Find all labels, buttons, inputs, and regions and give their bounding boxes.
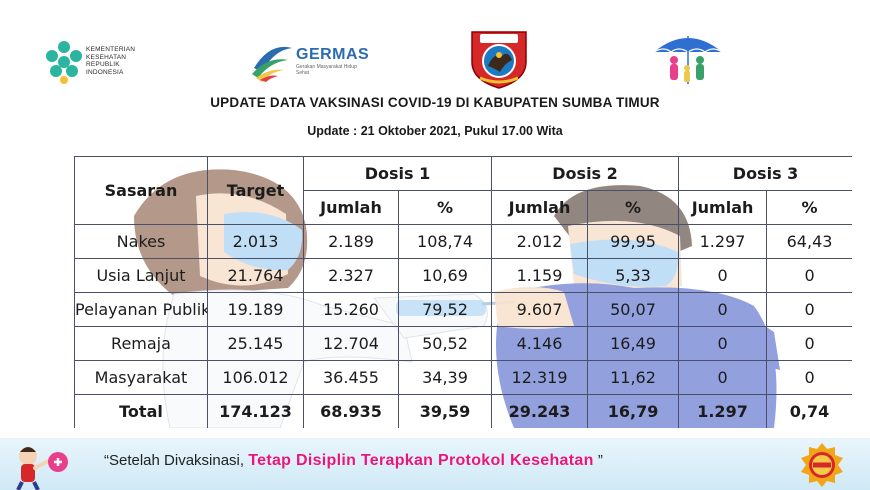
- cell-d3-jumlah: 0: [678, 326, 768, 361]
- cell-d3-persen: 0: [766, 292, 852, 327]
- pemda-logo: [466, 28, 532, 90]
- header-dosis-1: Dosis 1: [302, 156, 493, 191]
- kemenkes-logo-icon: [46, 41, 82, 84]
- quote-highlight: Tetap Disiplin Terapkan Protokol Kesehat…: [248, 452, 594, 469]
- cell-d2-jumlah: 4.146: [491, 326, 589, 361]
- cell-d1-persen: 108,74: [397, 224, 493, 259]
- cell-d1-jumlah: 12.704: [303, 326, 399, 361]
- cell-d3-persen: 0: [766, 360, 852, 395]
- quote-open: “Setelah Divaksinasi,: [104, 452, 249, 469]
- badge-icon: [801, 443, 843, 487]
- table-row: Usia Lanjut 21.764 2.327 10,69 1.159 5,3…: [74, 258, 852, 293]
- table-row: Masyarakat 106.012 36.455 34,39 12.319 1…: [74, 360, 852, 395]
- kemenkes-line-3: REPUBLIK: [86, 61, 120, 69]
- cell-d1-persen: 34,39: [397, 360, 493, 395]
- cell-sasaran: Remaja: [74, 326, 208, 361]
- cell-total-d2-persen: 16,79: [587, 394, 680, 428]
- cell-d1-persen: 79,52: [397, 292, 493, 327]
- header-d3-jumlah: Jumlah: [678, 190, 768, 225]
- cell-target: 21.764: [207, 258, 304, 293]
- table-total-row: Total 174.123 68.935 39,59 29.243 16,79 …: [74, 394, 852, 428]
- header-d1-jumlah: Jumlah: [303, 190, 399, 225]
- cell-total-target: 174.123: [207, 394, 304, 428]
- cell-sasaran: Masyarakat: [74, 360, 208, 395]
- header-target: Target: [207, 156, 304, 225]
- cell-d1-persen: 10,69: [397, 258, 493, 293]
- vaccination-table-area: Sasaran Target Dosis 1 Dosis 2 Dosis 3 J…: [74, 156, 852, 428]
- cell-d1-persen: 50,52: [397, 326, 493, 361]
- cell-d2-jumlah: 12.319: [491, 360, 589, 395]
- table-row: Pelayanan Publik 19.189 15.260 79,52 9.6…: [74, 292, 852, 327]
- cell-target: 19.189: [207, 292, 304, 327]
- cell-d1-jumlah: 15.260: [303, 292, 399, 327]
- table-row: Remaja 25.145 12.704 50,52 4.146 16,49 0…: [74, 326, 852, 361]
- germas-title: GERMAS: [296, 46, 370, 63]
- quote-close: ”: [593, 452, 603, 469]
- cell-d3-jumlah: 0: [678, 292, 768, 327]
- cell-target: 25.145: [207, 326, 304, 361]
- cell-d3-persen: 64,43: [766, 224, 852, 259]
- kemenkes-line-4: INDONESIA: [86, 68, 124, 76]
- cell-sasaran: Nakes: [74, 224, 208, 259]
- cell-d2-persen: 50,07: [587, 292, 680, 327]
- cell-sasaran: Pelayanan Publik: [74, 292, 208, 327]
- cell-target: 2.013: [207, 224, 304, 259]
- cell-total-d1-persen: 39,59: [397, 394, 493, 428]
- cell-d2-persen: 16,49: [587, 326, 680, 361]
- cell-d3-jumlah: 0: [678, 360, 768, 395]
- table-header-row-1: Sasaran Target Dosis 1 Dosis 2 Dosis 3: [74, 156, 852, 225]
- cell-d2-jumlah: 2.012: [491, 224, 589, 259]
- cell-d1-jumlah: 2.327: [303, 258, 399, 293]
- germas-logo-icon: [252, 46, 292, 82]
- cell-d2-jumlah: 1.159: [491, 258, 589, 293]
- header-dosis-2: Dosis 2: [491, 156, 680, 191]
- mascot-icon: [16, 447, 68, 490]
- vaccination-data-table: Sasaran Target Dosis 1 Dosis 2 Dosis 3 J…: [74, 156, 852, 428]
- cell-d3-persen: 0: [766, 326, 852, 361]
- germas-logo: GERMAS Gerakan Masyarakat Hidup Sehat: [248, 38, 388, 82]
- header-dosis-3: Dosis 3: [678, 156, 852, 191]
- kemenkes-logo: KEMENTERIAN KESEHATAN REPUBLIK INDONESIA: [44, 40, 174, 90]
- table-row: Nakes 2.013 2.189 108,74 2.012 99,95 1.2…: [74, 224, 852, 259]
- header-d2-persen: %: [587, 190, 680, 225]
- keluarga-logo: [650, 30, 726, 88]
- cell-d1-jumlah: 36.455: [303, 360, 399, 395]
- kemenkes-text: KEMENTERIAN KESEHATAN REPUBLIK INDONESIA: [86, 46, 135, 76]
- cell-d2-persen: 99,95: [587, 224, 680, 259]
- cell-d3-persen: 0: [766, 258, 852, 293]
- germas-subtitle: Gerakan Masyarakat Hidup Sehat: [296, 64, 357, 76]
- footer-quote: “Setelah Divaksinasi, Tetap Disiplin Ter…: [104, 452, 784, 470]
- pemda-sumba-timur-logo-icon: [471, 31, 527, 89]
- keluarga-umbrella-icon: [653, 36, 723, 84]
- kemenkes-line-2: KESEHATAN: [86, 53, 127, 61]
- header-d1-persen: %: [397, 190, 493, 225]
- cell-d3-jumlah: 1.297: [678, 224, 768, 259]
- footer-band: “Setelah Divaksinasi, Tetap Disiplin Ter…: [0, 438, 870, 490]
- cell-d1-jumlah: 2.189: [303, 224, 399, 259]
- cell-d2-persen: 11,62: [587, 360, 680, 395]
- cell-total-d3-jumlah: 1.297: [678, 394, 768, 428]
- update-timestamp: Update : 21 Oktober 2021, Pukul 17.00 Wi…: [307, 124, 563, 138]
- cell-total-d2-jumlah: 29.243: [491, 394, 589, 428]
- cell-sasaran: Usia Lanjut: [74, 258, 208, 293]
- page-title: UPDATE DATA VAKSINASI COVID-19 DI KABUPA…: [210, 95, 660, 110]
- header-d2-jumlah: Jumlah: [491, 190, 589, 225]
- cell-target: 106.012: [207, 360, 304, 395]
- cell-d2-persen: 5,33: [587, 258, 680, 293]
- header-d3-persen: %: [766, 190, 852, 225]
- cell-d3-jumlah: 0: [678, 258, 768, 293]
- cell-total-d3-persen: 0,74: [766, 394, 852, 428]
- cell-total-d1-jumlah: 68.935: [303, 394, 399, 428]
- header-sasaran: Sasaran: [74, 156, 208, 225]
- cell-total-label: Total: [74, 394, 208, 428]
- cell-d2-jumlah: 9.607: [491, 292, 589, 327]
- kemenkes-line-1: KEMENTERIAN: [86, 46, 136, 53]
